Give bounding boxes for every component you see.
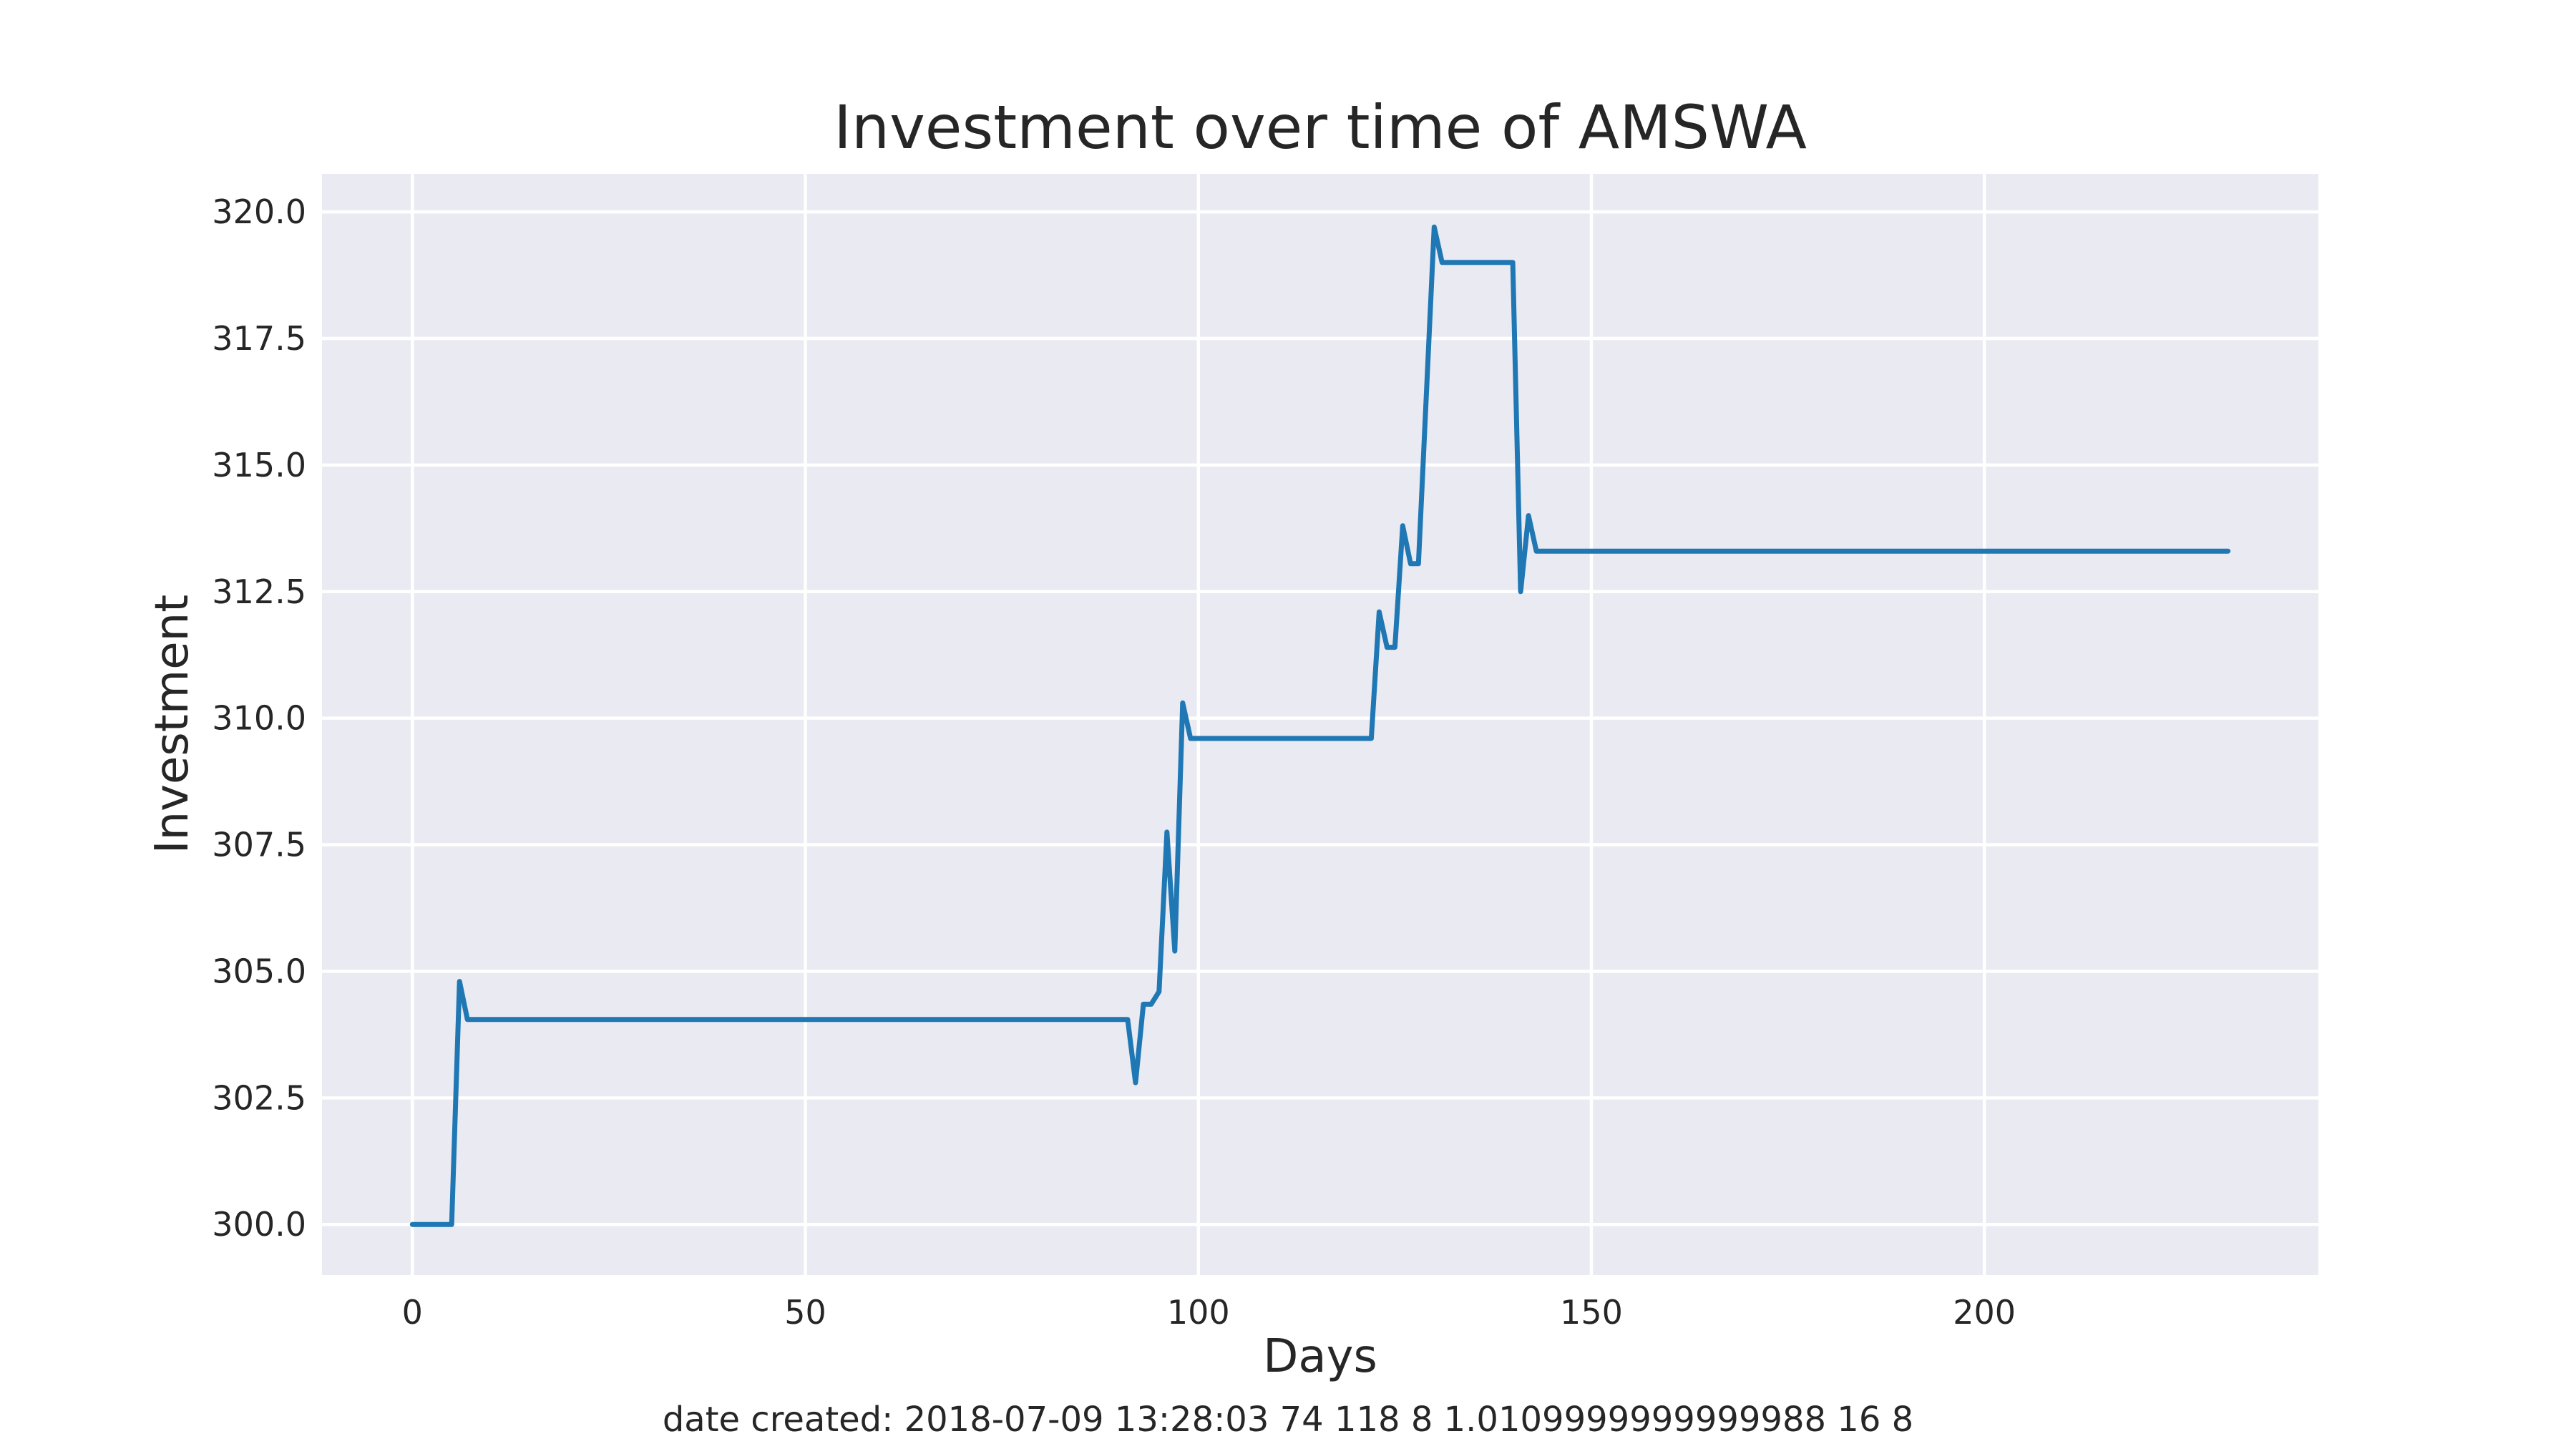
x-tick-label: 50 — [784, 1293, 826, 1332]
chart-title: Investment over time of AMSWA — [834, 92, 1807, 162]
x-tick-label: 200 — [1953, 1293, 2016, 1332]
y-axis-label: Investment — [146, 595, 199, 854]
x-tick-label: 100 — [1167, 1293, 1230, 1332]
y-tick-label: 307.5 — [212, 826, 306, 864]
y-tick-label: 302.5 — [212, 1078, 306, 1117]
investment-series-line — [409, 224, 2231, 1227]
y-tick-label: 312.5 — [212, 572, 306, 611]
y-tick-label: 320.0 — [212, 192, 306, 231]
data-series — [409, 224, 2231, 1227]
tick-labels: 0 50 100 150 200 300.0 302.5 305.0 307.5 310.0 312… — [212, 192, 2016, 1332]
y-tick-label: 317.5 — [212, 319, 306, 358]
date-created-caption: date created: 2018-07-09 13:28:03 74 118… — [663, 1400, 1913, 1440]
y-tick-label: 305.0 — [212, 952, 306, 990]
y-tick-label: 310.0 — [212, 699, 306, 738]
y-tick-label: 315.0 — [212, 446, 306, 484]
x-tick-label: 150 — [1560, 1293, 1623, 1332]
x-axis-label: Days — [1263, 1330, 1377, 1383]
grid-lines — [322, 174, 2318, 1275]
y-tick-label: 300.0 — [212, 1205, 306, 1244]
x-tick-label: 0 — [402, 1293, 423, 1332]
